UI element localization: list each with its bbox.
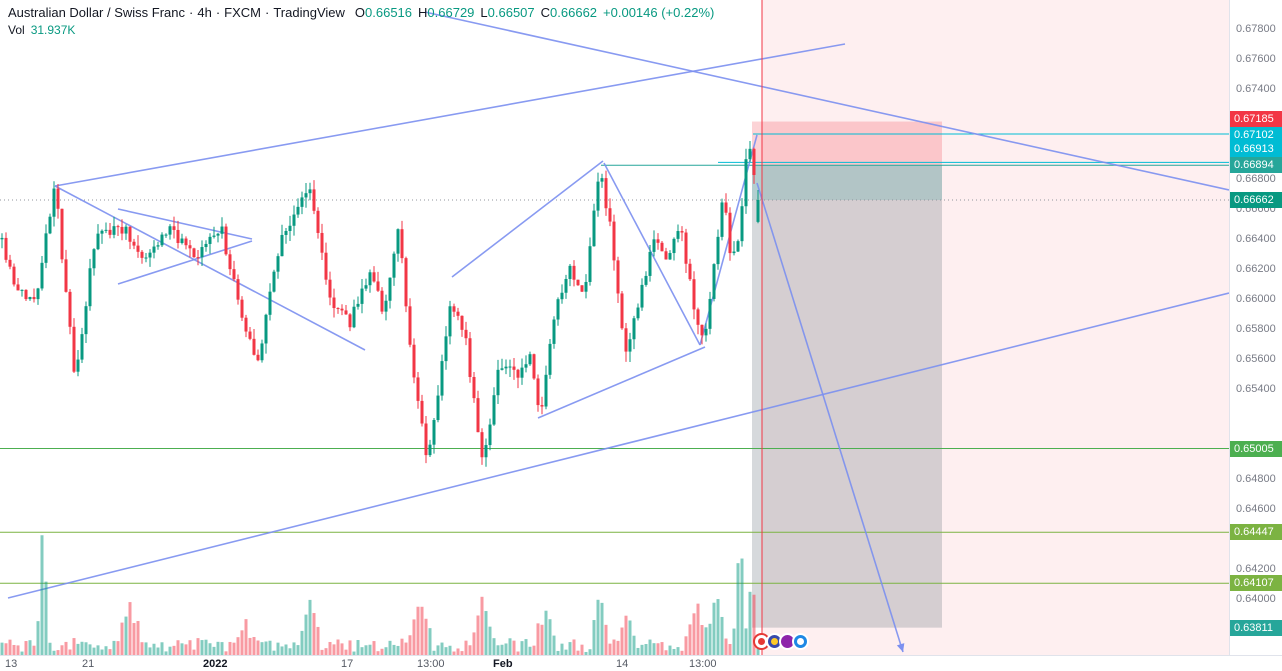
platform-name: TradingView [273, 5, 345, 20]
price-chart-canvas[interactable] [0, 0, 1229, 655]
close-label: C [540, 5, 551, 20]
sticker-dot [771, 638, 778, 645]
target-price-label: 0.63811 [1230, 620, 1282, 636]
volume-row: Vol 31.937K [8, 23, 714, 37]
support-price-label: 0.64107 [1230, 575, 1282, 591]
time-tick: 13:00 [689, 658, 717, 670]
volume-series [0, 535, 760, 655]
volume-value: 31.937K [30, 23, 76, 37]
low-label: L [480, 5, 488, 20]
time-tick: 14 [616, 658, 629, 670]
sticker-icon-4[interactable] [792, 633, 809, 650]
sticker-dot [758, 638, 765, 645]
position-profit-zone [752, 165, 942, 628]
time-tick: 17 [341, 658, 354, 670]
price-tick: 0.65400 [1236, 383, 1276, 396]
separator: · [265, 5, 270, 20]
price-tick: 0.66800 [1236, 173, 1276, 186]
ohlc-values: O0.66516 H0.66729 L0.66507 C0.66662 +0.00146… [355, 5, 714, 20]
price-tick: 0.65600 [1236, 353, 1276, 366]
future-shade [762, 0, 1229, 655]
price-tick: 0.66400 [1236, 233, 1276, 246]
exchange-name: FXCM [224, 5, 261, 20]
low-value: 0.66507 [487, 5, 535, 20]
open-value: 0.66516 [365, 5, 413, 20]
trendline[interactable] [117, 240, 253, 285]
price-tick: 0.67600 [1236, 53, 1276, 66]
chart-legend: Australian Dollar / Swiss Franc · 4h · FXCM ·… [8, 5, 714, 37]
time-tick: Feb [493, 658, 513, 670]
trendline[interactable] [54, 185, 366, 351]
price-tick: 0.64600 [1236, 503, 1276, 516]
price-tick: 0.67400 [1236, 83, 1276, 96]
candlestick-series [0, 140, 760, 467]
price-tick: 0.67800 [1236, 23, 1276, 36]
trendline[interactable] [54, 43, 846, 187]
price-tick: 0.64800 [1236, 473, 1276, 486]
trendline[interactable] [7, 292, 1229, 599]
stop-price-label: 0.67185 [1230, 111, 1282, 127]
interval-value[interactable]: 4h [197, 5, 212, 20]
separator: · [189, 5, 194, 20]
trendline[interactable] [117, 208, 253, 240]
time-tick: 2022 [203, 658, 228, 670]
level-price-label: 0.66913 [1230, 141, 1282, 157]
price-tick: 0.64200 [1236, 563, 1276, 576]
sticker-dot [797, 638, 804, 645]
price-tick: 0.66000 [1236, 293, 1276, 306]
time-tick: 13:00 [417, 658, 445, 670]
high-label: H [418, 5, 428, 20]
trendline[interactable] [424, 11, 1229, 191]
current-price-label: 0.66662 [1230, 192, 1282, 208]
open-label: O [354, 5, 366, 20]
trendline[interactable] [451, 160, 604, 278]
trendlines-layer[interactable] [7, 11, 1229, 653]
time-axis[interactable]: 13 21 2022 17 13:00 Feb 14 13:00 [0, 655, 1282, 671]
chart-area[interactable] [0, 0, 1229, 655]
price-tick: 0.65800 [1236, 323, 1276, 336]
separator: · [215, 5, 221, 20]
symbol-row: Australian Dollar / Swiss Franc · 4h · FXCM ·… [8, 5, 714, 20]
trendline[interactable] [603, 162, 701, 346]
close-value: 0.66662 [550, 5, 598, 20]
shaded-regions [752, 0, 1229, 655]
high-value: 0.66729 [427, 5, 475, 20]
horizontal-price-lines[interactable] [0, 133, 1229, 584]
sticker-row [0, 633, 1229, 655]
projection-arrow-line[interactable] [756, 182, 904, 653]
price-axis[interactable]: 0.67800 0.67600 0.67400 0.66800 0.66600 0.664… [1229, 0, 1282, 655]
support-price-label: 0.65005 [1230, 441, 1282, 457]
trendline[interactable] [537, 346, 706, 419]
time-tick: 21 [82, 658, 95, 670]
time-tick: 13 [5, 658, 18, 670]
volume-label: Vol [8, 23, 25, 37]
support-price-label: 0.64447 [1230, 524, 1282, 540]
position-entry-band [752, 165, 942, 200]
arrowhead-icon [896, 643, 905, 652]
level-price-label: 0.67102 [1230, 127, 1282, 143]
price-tick: 0.64000 [1236, 593, 1276, 606]
entry-price-label: 0.66894 [1230, 157, 1282, 173]
price-tick: 0.66200 [1236, 263, 1276, 276]
change-value: +0.00146 (+0.22%) [603, 5, 715, 20]
symbol-title[interactable]: Australian Dollar / Swiss Franc [8, 5, 185, 20]
position-stop-zone [752, 121, 942, 166]
